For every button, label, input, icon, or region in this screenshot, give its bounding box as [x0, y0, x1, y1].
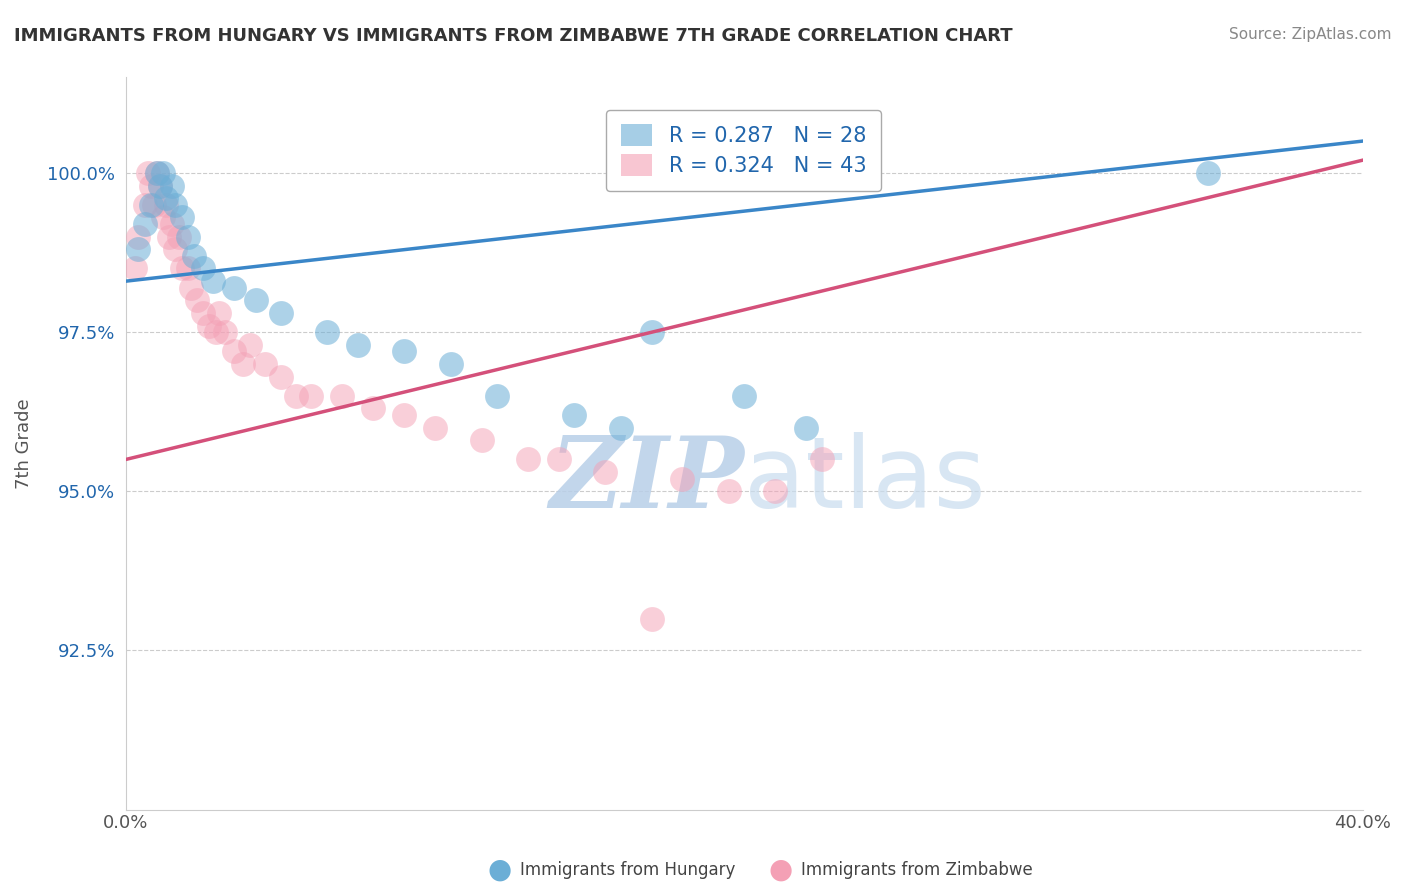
Point [149, 178, 172, 193]
Text: atlas: atlas [744, 432, 986, 529]
Point [423, 420, 446, 434]
Point [810, 452, 832, 467]
Point [270, 306, 292, 320]
Point [157, 229, 180, 244]
Point [717, 484, 740, 499]
Point [609, 420, 631, 434]
Point [224, 280, 246, 294]
Point [124, 261, 146, 276]
Point [177, 261, 200, 276]
Point [593, 465, 616, 479]
Point [347, 338, 370, 352]
Point [139, 178, 162, 193]
Point [763, 484, 786, 499]
Point [394, 344, 416, 359]
Point [149, 178, 172, 193]
Text: ●: ● [768, 855, 793, 884]
Point [363, 401, 385, 416]
Point [208, 306, 231, 320]
Point [301, 389, 323, 403]
Point [180, 280, 202, 294]
Point [155, 198, 177, 212]
Point [270, 369, 292, 384]
Point [733, 389, 755, 403]
Point [640, 325, 662, 339]
Point [794, 420, 817, 434]
Point [165, 243, 187, 257]
Point [162, 217, 184, 231]
Point [516, 452, 538, 467]
Point [136, 166, 159, 180]
Point [155, 191, 177, 205]
Point [214, 325, 236, 339]
Point [671, 471, 693, 485]
Point [198, 318, 221, 333]
Point [316, 325, 339, 339]
Point [547, 452, 569, 467]
Point [485, 389, 508, 403]
Point [394, 408, 416, 422]
Point [439, 357, 461, 371]
Point [232, 357, 254, 371]
Point [1197, 166, 1219, 180]
Point [193, 306, 215, 320]
Point [146, 166, 169, 180]
Point [134, 198, 156, 212]
Point [201, 274, 224, 288]
Point [186, 293, 208, 308]
Point [152, 166, 174, 180]
Text: Immigrants from Zimbabwe: Immigrants from Zimbabwe [801, 861, 1033, 879]
Point [167, 229, 190, 244]
Point [285, 389, 308, 403]
Point [177, 229, 200, 244]
Text: IMMIGRANTS FROM HUNGARY VS IMMIGRANTS FROM ZIMBABWE 7TH GRADE CORRELATION CHART: IMMIGRANTS FROM HUNGARY VS IMMIGRANTS FR… [14, 27, 1012, 45]
Text: Source: ZipAtlas.com: Source: ZipAtlas.com [1229, 27, 1392, 42]
Point [170, 261, 193, 276]
Point [165, 198, 187, 212]
Point [152, 211, 174, 225]
Point [146, 166, 169, 180]
Point [640, 611, 662, 625]
Point [245, 293, 267, 308]
Point [127, 229, 149, 244]
Point [204, 325, 226, 339]
Point [170, 211, 193, 225]
Point [193, 261, 215, 276]
Point [139, 198, 162, 212]
Point [127, 243, 149, 257]
Point [332, 389, 354, 403]
Point [562, 408, 585, 422]
Point [470, 434, 492, 448]
Point [134, 217, 156, 231]
Point [142, 198, 165, 212]
Point [183, 249, 205, 263]
Y-axis label: 7th Grade: 7th Grade [15, 398, 32, 489]
Point [224, 344, 246, 359]
Point [239, 338, 262, 352]
Point [254, 357, 277, 371]
Point [162, 178, 184, 193]
Text: ●: ● [486, 855, 512, 884]
Text: ZIP: ZIP [550, 432, 744, 528]
Legend: R = 0.287   N = 28, R = 0.324   N = 43: R = 0.287 N = 28, R = 0.324 N = 43 [606, 110, 882, 191]
Text: Immigrants from Hungary: Immigrants from Hungary [520, 861, 735, 879]
